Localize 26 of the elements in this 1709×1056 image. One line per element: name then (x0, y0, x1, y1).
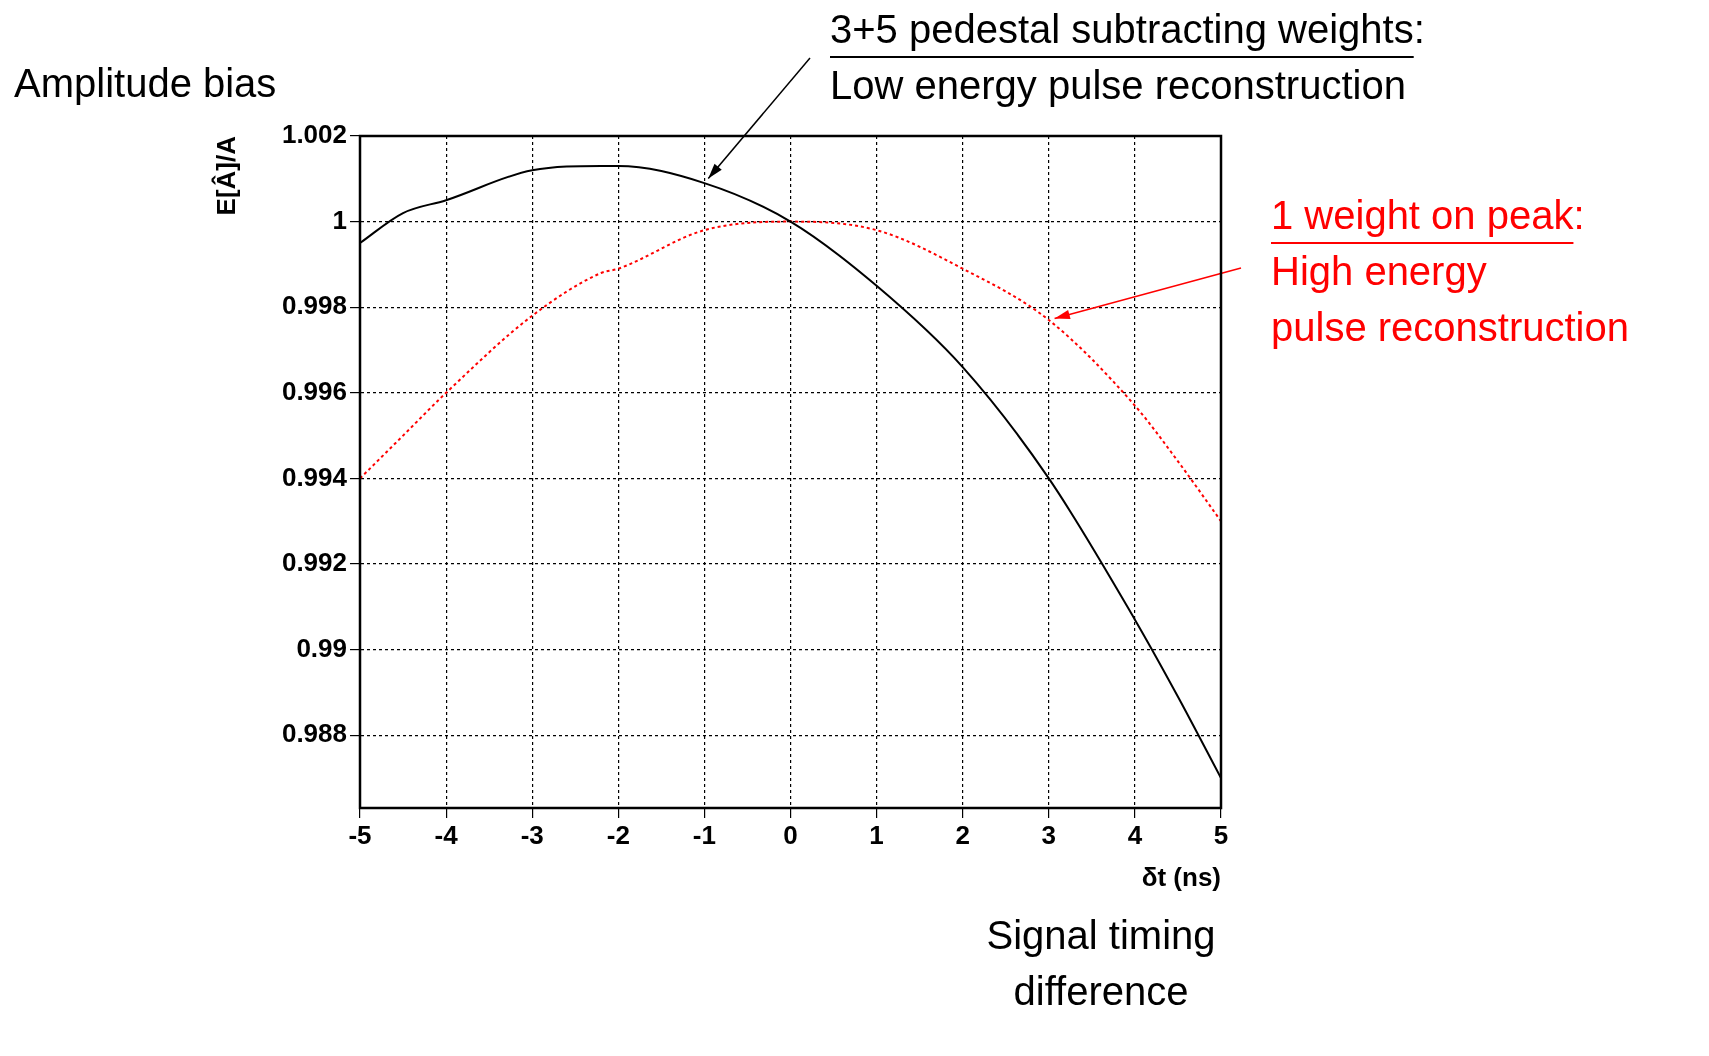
y-tick-label: 0.994 (281, 461, 348, 492)
x-tick-label: -5 (348, 819, 372, 850)
x-tick-label: 2 (955, 819, 970, 850)
y-tick-label: 0.996 (281, 375, 347, 406)
annotation: 1 weight on peak: High energy pulse reconstruction (1271, 193, 1629, 350)
y-tick-label: 0.998 (281, 290, 347, 321)
x-axis-title: δt (ns) (1141, 861, 1221, 892)
x-tick-label: 0 (783, 819, 798, 850)
y-tick-label: 0.992 (281, 547, 347, 578)
x-tick-label: -3 (520, 819, 544, 850)
text: Signal timing difference (986, 913, 1216, 1014)
line-series (360, 220, 1221, 523)
x-tick-label: 4 (1127, 819, 1143, 850)
x-tick-label: 3 (1041, 819, 1057, 850)
x-tick-label: -4 (434, 819, 459, 850)
y-tick-label: 0.988 (281, 718, 347, 749)
y-tick-label: 1 (332, 204, 347, 235)
y-tick-label: 1.002 (281, 119, 347, 150)
x-tick-label: -1 (692, 819, 716, 850)
x-tick-label: -2 (606, 819, 630, 850)
annotation: 3+5 pedestal subtracting weights: Low energy pulse reconstruction (830, 7, 1425, 108)
x-tick-label: 5 (1213, 819, 1229, 850)
text: Amplitude bias (14, 61, 277, 106)
y-axis-title: E[Â]/A (210, 135, 241, 216)
x-tick-label: 1 (869, 819, 884, 850)
y-tick-label: 0.99 (296, 632, 347, 663)
